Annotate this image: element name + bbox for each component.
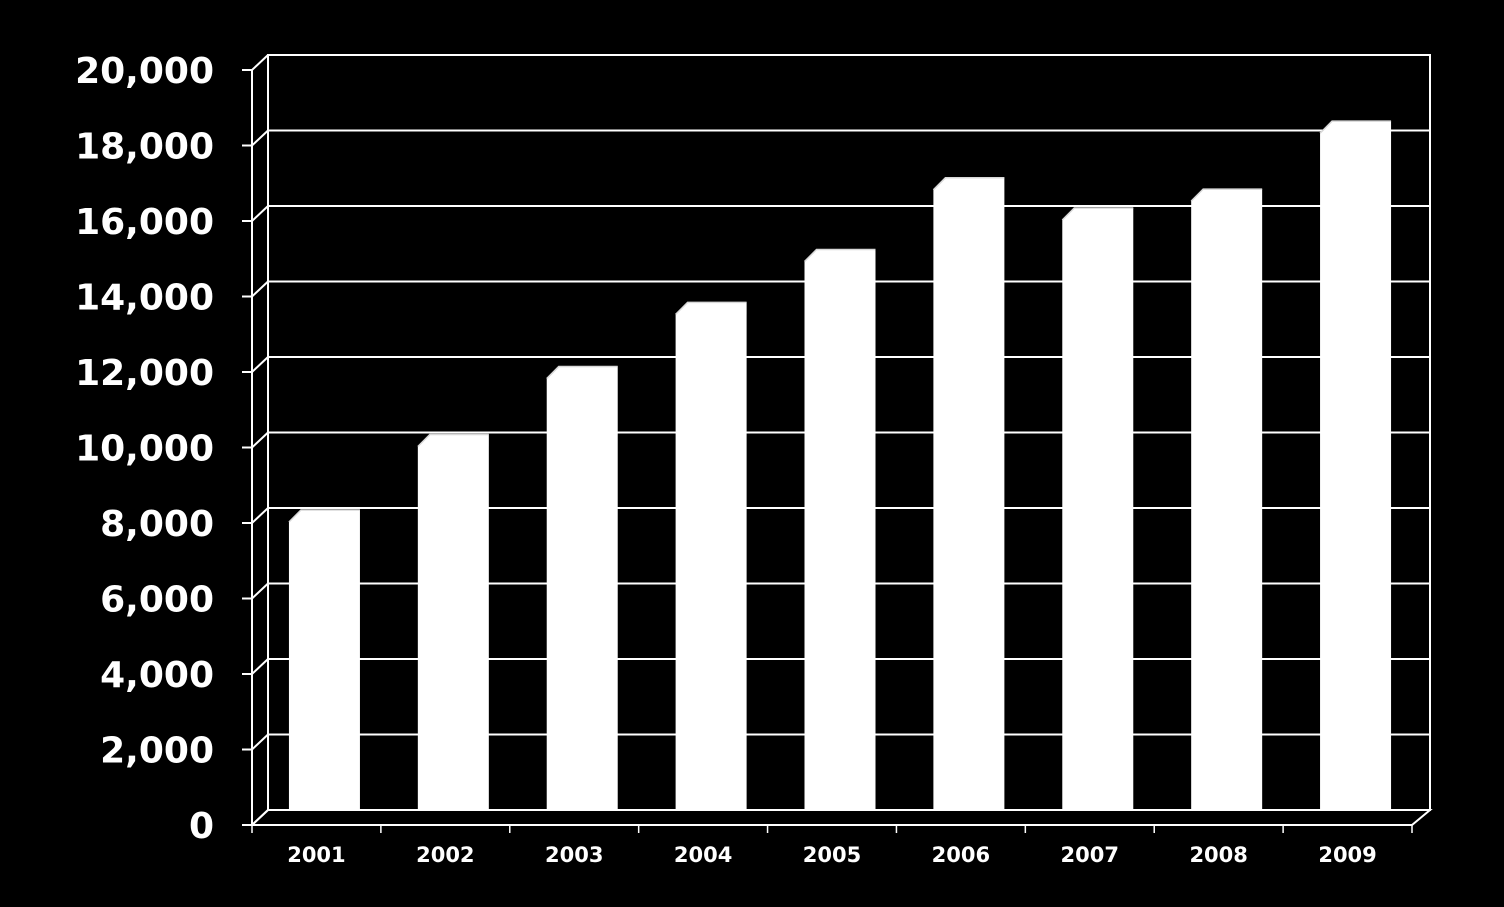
side-wall-gridline [251, 280, 269, 298]
bar-body [675, 302, 747, 810]
bar [417, 433, 489, 810]
bar-top-edge [288, 509, 360, 523]
side-wall-gridline [251, 129, 269, 147]
bar-body [1062, 208, 1134, 810]
bar [1319, 120, 1392, 811]
y-tick-label: 18,000 [75, 127, 214, 168]
bar-body [288, 510, 360, 810]
bar-body [417, 434, 489, 810]
x-tick-label: 2008 [1189, 843, 1247, 867]
bar [932, 177, 1005, 811]
bar-body [546, 366, 618, 810]
y-tick-label: 14,000 [75, 278, 214, 319]
bar-top-edge [1319, 120, 1392, 134]
bar [546, 365, 618, 810]
bar [288, 509, 360, 810]
bar-top-edge [932, 177, 1005, 191]
side-wall-gridline [251, 507, 269, 524]
side-wall-gridline [251, 54, 269, 71]
bar [675, 301, 747, 810]
y-tick-label: 8,000 [100, 504, 214, 545]
y-tick-label: 6,000 [100, 580, 214, 621]
y-tick-label: 12,000 [75, 353, 214, 394]
y-tick-label: 0 [189, 806, 214, 847]
side-wall-gridline [251, 431, 269, 449]
x-tick-label: 2007 [1061, 843, 1119, 867]
bar-body [1191, 189, 1263, 810]
side-wall-gridline [251, 658, 269, 675]
y-tick-label: 20,000 [75, 51, 214, 92]
bar-body [1320, 121, 1392, 811]
bar-top-edge [1190, 188, 1263, 202]
x-tick-label: 2009 [1318, 843, 1376, 867]
bar-top-edge [1061, 207, 1134, 221]
y-tick-label: 10,000 [75, 429, 214, 470]
side-wall-gridline [251, 582, 269, 600]
x-tick-label: 2005 [803, 843, 861, 867]
y-tick-label: 4,000 [100, 655, 214, 696]
side-wall-gridline [251, 356, 269, 373]
bar-top-edge [546, 365, 618, 380]
bar-top-edge [417, 433, 489, 448]
bar-body [804, 249, 876, 810]
y-tick-label: 16,000 [75, 202, 214, 243]
bar [803, 248, 876, 810]
bar-top-edge [803, 248, 876, 263]
bar-top-edge [675, 301, 747, 315]
x-tick-label: 2001 [287, 843, 345, 867]
plot-floor [249, 809, 1433, 826]
y-tick-label: 2,000 [100, 731, 214, 772]
x-tick-label: 2003 [545, 843, 603, 867]
bar-body [933, 177, 1005, 811]
bar [1061, 207, 1134, 810]
x-tick-label: 2004 [674, 843, 732, 867]
side-wall-gridline [251, 205, 269, 222]
bar [1190, 188, 1263, 810]
x-tick-label: 2006 [932, 843, 990, 867]
side-wall-gridline [251, 733, 269, 751]
x-tick-label: 2002 [416, 843, 474, 867]
